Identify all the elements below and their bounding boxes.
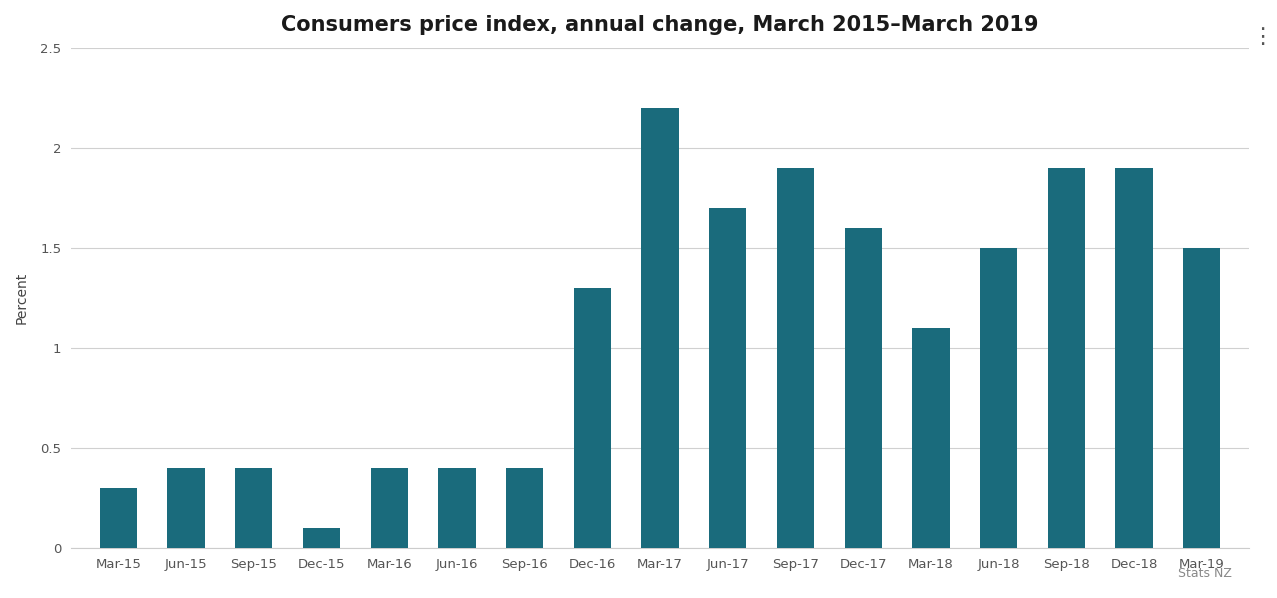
Bar	[100, 488, 137, 548]
Bar	[303, 528, 340, 548]
Bar	[912, 328, 950, 548]
Bar	[844, 228, 882, 548]
Bar	[573, 288, 610, 548]
Bar	[370, 468, 407, 548]
Bar	[776, 168, 815, 548]
Title: Consumers price index, annual change, March 2015–March 2019: Consumers price index, annual change, Ma…	[281, 15, 1039, 35]
Bar	[1047, 168, 1085, 548]
Bar	[506, 468, 543, 548]
Bar	[1116, 168, 1153, 548]
Bar	[1184, 248, 1221, 548]
Text: ⋮: ⋮	[1250, 27, 1273, 47]
Bar	[235, 468, 272, 548]
Bar	[641, 108, 678, 548]
Y-axis label: Percent: Percent	[15, 272, 29, 324]
Bar	[979, 248, 1018, 548]
Bar	[167, 468, 204, 548]
Text: Stats NZ: Stats NZ	[1179, 567, 1232, 580]
Bar	[709, 208, 747, 548]
Bar	[438, 468, 475, 548]
